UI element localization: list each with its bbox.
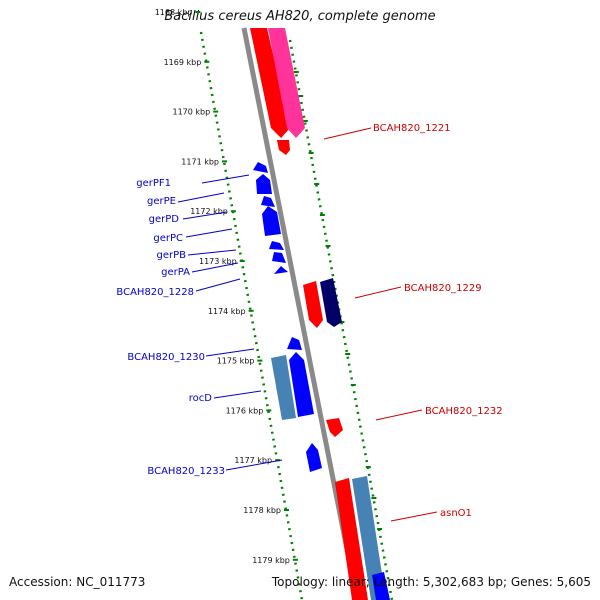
gene-gerPF1[interactable]: [253, 162, 268, 173]
tick-label: 1176 kbp: [226, 406, 264, 415]
label-rocD: rocD: [189, 393, 213, 404]
label-gerPB: gerPB: [156, 250, 186, 261]
gene-rocD-steel[interactable]: [271, 355, 296, 420]
label-asnO1: asnO1: [440, 508, 472, 519]
tick-label: 1171 kbp: [181, 157, 219, 166]
label-BCAH820_1229: BCAH820_1229: [404, 283, 482, 294]
gene-BCAH820_1229-navy[interactable]: [320, 278, 342, 327]
gene-gerPA[interactable]: [272, 252, 286, 263]
tick-label: 1172 kbp: [190, 207, 228, 216]
gene-BCAH820_1233[interactable]: [306, 443, 322, 472]
gene-asnO1-red[interactable]: [335, 478, 368, 600]
tick-label: 1174 kbp: [208, 307, 246, 316]
gene-features[interactable]: [250, 28, 390, 600]
tick-marks: [195, 11, 383, 561]
tick-label: 1169 kbp: [164, 58, 202, 67]
label-BCAH820_1228: BCAH820_1228: [116, 287, 194, 298]
gene-gerPB[interactable]: [269, 241, 284, 250]
label-gerPF1: gerPF1: [136, 178, 171, 189]
tick-label: 1175 kbp: [217, 357, 255, 366]
gene-BCAH820_1229-red[interactable]: [303, 281, 323, 328]
gene-BCAH820_1230[interactable]: [287, 337, 302, 350]
ruler-left: [199, 31, 304, 600]
label-leaders: [177, 127, 438, 522]
genome-summary: Topology: linear; Length: 5,302,683 bp; …: [271, 575, 591, 589]
genome-title: Bacillus cereus AH820, complete genome: [164, 9, 436, 24]
tick-label: 1168 kbp: [155, 8, 193, 17]
gene-labels: gerPF1 gerPE gerPD gerPC gerPB gerPA BCA…: [116, 123, 502, 519]
tick-label: 1177 kbp: [234, 456, 272, 465]
label-gerPA: gerPA: [161, 267, 190, 278]
label-BCAH820_1221: BCAH820_1221: [373, 123, 451, 134]
gene-red-top[interactable]: [250, 28, 290, 138]
gene-rocD-blue[interactable]: [289, 352, 314, 417]
label-gerPC: gerPC: [153, 233, 183, 244]
tick-labels: 1168 kbp 1169 kbp 1170 kbp 1171 kbp 1172 kbp…: [155, 8, 290, 565]
label-gerPD: gerPD: [149, 214, 180, 225]
label-BCAH820_1230: BCAH820_1230: [127, 352, 205, 363]
gene-BCAH820_1232[interactable]: [326, 418, 343, 437]
gene-bottom-blue[interactable]: [372, 572, 390, 600]
gene-gerPD[interactable]: [261, 196, 275, 207]
accession-label: Accession: NC_011773: [9, 575, 146, 589]
gene-gerPE[interactable]: [256, 174, 272, 194]
label-gerPE: gerPE: [147, 196, 176, 207]
label-BCAH820_1233: BCAH820_1233: [147, 466, 225, 477]
gene-pink-top[interactable]: [268, 28, 305, 138]
genome-axis: [241, 27, 360, 600]
gene-gerPC[interactable]: [262, 206, 281, 236]
gene-asnO1-steel[interactable]: [352, 476, 386, 600]
gene-red-small-top[interactable]: [277, 140, 290, 155]
label-BCAH820_1232: BCAH820_1232: [425, 406, 503, 417]
tick-label: 1179 kbp: [252, 556, 290, 565]
tick-label: 1173 kbp: [199, 257, 237, 266]
gene-BCAH820_1228[interactable]: [274, 266, 288, 274]
tick-label: 1178 kbp: [243, 506, 281, 515]
tick-label: 1170 kbp: [172, 108, 210, 117]
